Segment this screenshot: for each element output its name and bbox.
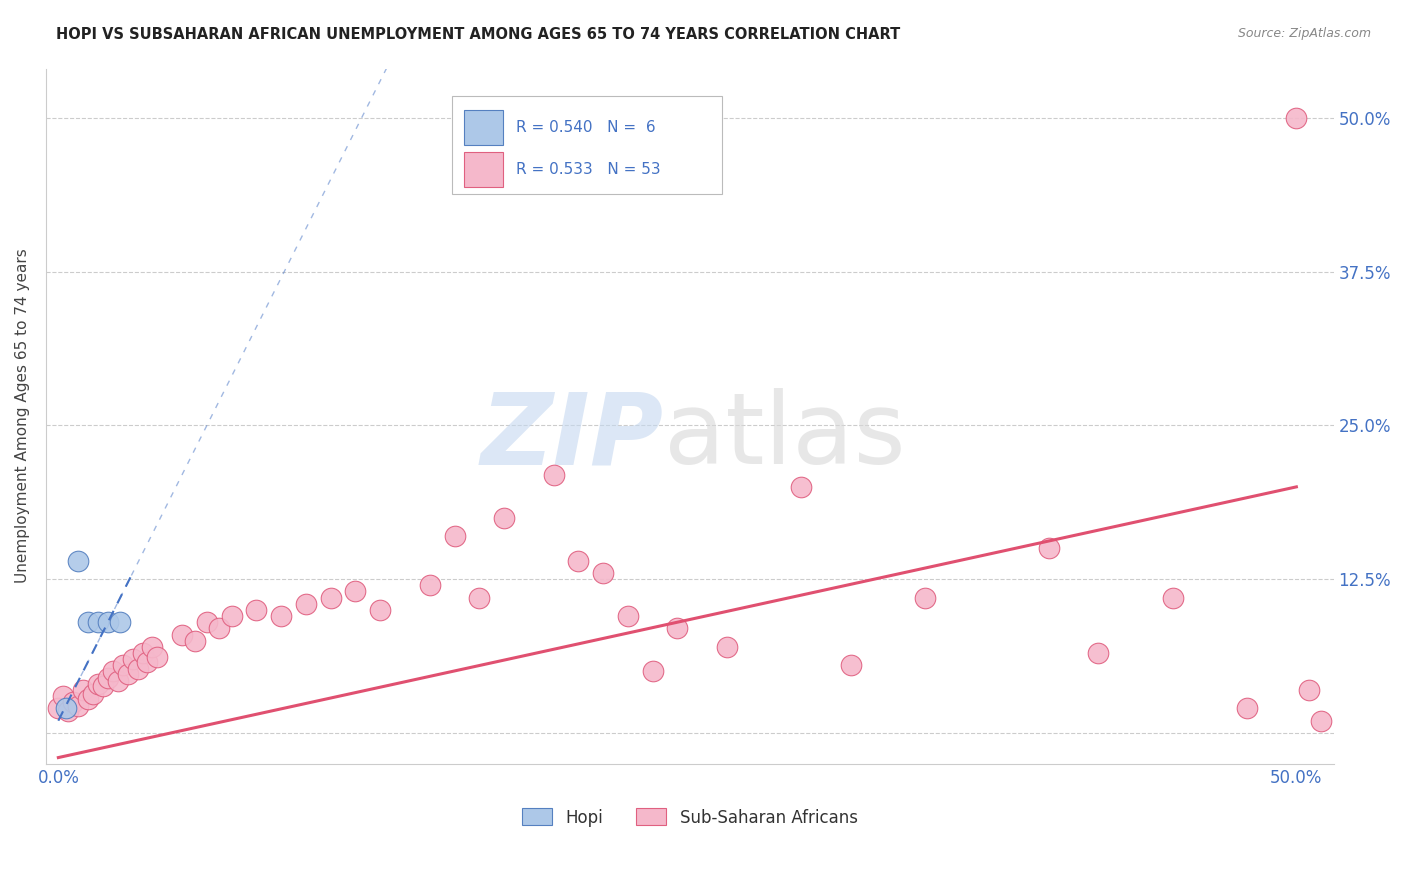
Point [716, 640, 738, 654]
Point [368, 603, 391, 617]
Point [1038, 541, 1060, 556]
Point [101, 665, 124, 679]
Point [127, 662, 149, 676]
Point [221, 609, 243, 624]
Point [77, 615, 100, 630]
Point [1236, 701, 1258, 715]
Point [141, 640, 163, 654]
Point [55, 701, 77, 715]
Point [107, 674, 129, 689]
Point [245, 603, 267, 617]
Point [270, 609, 292, 624]
Point [146, 649, 169, 664]
Point [1087, 646, 1109, 660]
Point [543, 467, 565, 482]
Text: R = 0.540   N =  6: R = 0.540 N = 6 [516, 120, 655, 135]
Point [111, 658, 134, 673]
Point [567, 554, 589, 568]
FancyBboxPatch shape [464, 152, 503, 186]
Point [295, 597, 318, 611]
Point [344, 584, 367, 599]
Point [1285, 111, 1308, 125]
Point [208, 621, 231, 635]
Point [183, 633, 205, 648]
Point [67, 698, 90, 713]
Point [666, 621, 689, 635]
Point [1161, 591, 1184, 605]
Point [914, 591, 936, 605]
Point [617, 609, 640, 624]
Text: Source: ZipAtlas.com: Source: ZipAtlas.com [1237, 27, 1371, 40]
Point [48, 701, 70, 715]
Point [195, 615, 218, 630]
Point [1310, 714, 1333, 728]
Point [110, 615, 132, 630]
Point [839, 658, 862, 673]
Point [91, 679, 114, 693]
Point [492, 510, 515, 524]
Point [641, 665, 664, 679]
Point [790, 480, 813, 494]
Point [82, 687, 104, 701]
Text: atlas: atlas [664, 389, 905, 485]
Point [117, 666, 139, 681]
Point [87, 615, 110, 630]
Point [592, 566, 614, 580]
Point [1298, 682, 1320, 697]
Point [172, 627, 194, 641]
Point [77, 691, 100, 706]
Point [443, 529, 465, 543]
Text: R = 0.533   N = 53: R = 0.533 N = 53 [516, 161, 661, 177]
FancyBboxPatch shape [464, 111, 503, 145]
Point [67, 554, 90, 568]
Legend: Hopi, Sub-Saharan Africans: Hopi, Sub-Saharan Africans [515, 802, 865, 833]
Point [136, 655, 159, 669]
Point [419, 578, 441, 592]
Text: ZIP: ZIP [481, 389, 664, 485]
Point [131, 646, 153, 660]
Point [121, 652, 143, 666]
Text: HOPI VS SUBSAHARAN AFRICAN UNEMPLOYMENT AMONG AGES 65 TO 74 YEARS CORRELATION CH: HOPI VS SUBSAHARAN AFRICAN UNEMPLOYMENT … [56, 27, 900, 42]
Point [87, 677, 110, 691]
Point [72, 682, 94, 697]
Point [319, 591, 342, 605]
Point [52, 689, 75, 703]
Point [62, 695, 84, 709]
Y-axis label: Unemployment Among Ages 65 to 74 years: Unemployment Among Ages 65 to 74 years [15, 249, 30, 583]
FancyBboxPatch shape [451, 96, 721, 194]
Point [468, 591, 491, 605]
Point [97, 615, 120, 630]
Point [97, 671, 120, 685]
Point [58, 704, 80, 718]
